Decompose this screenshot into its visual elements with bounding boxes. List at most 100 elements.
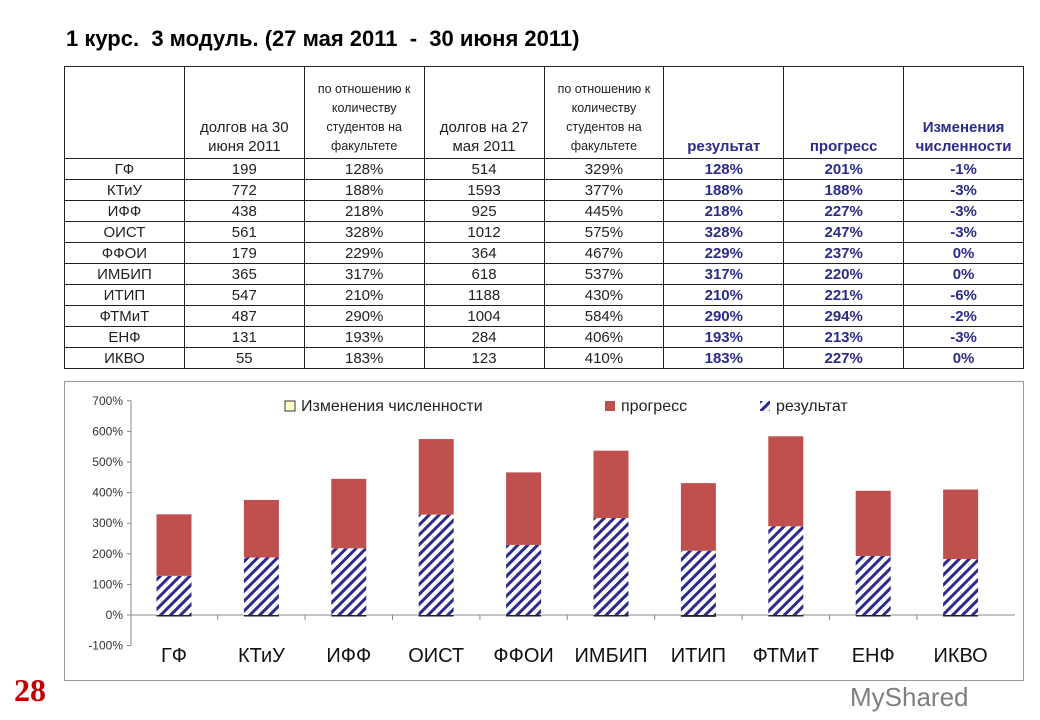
- value-cell: 131: [183, 326, 305, 348]
- value-cell: 0%: [903, 263, 1024, 285]
- x-tick-label: ФТМиТ: [753, 645, 819, 667]
- value-cell: 377%: [543, 179, 665, 201]
- y-tick-label: 0%: [106, 608, 124, 622]
- value-cell: -3%: [903, 326, 1024, 348]
- bar-change: [768, 615, 804, 617]
- table-row: ИТИП 547 210% 1188 430% 210% 221% -6%: [64, 284, 1024, 306]
- value-cell: 218%: [303, 200, 425, 222]
- bar-progress: [243, 499, 279, 558]
- value-cell: 128%: [663, 158, 785, 180]
- value-cell: 438: [183, 200, 305, 222]
- x-tick-label: ИФФ: [326, 645, 371, 667]
- table-body: ГФ 199 128% 514 329% 128% 201% -1% КТиУ 772 188% 15…: [64, 158, 1024, 369]
- value-cell: 220%: [783, 263, 905, 285]
- value-cell: 188%: [663, 179, 785, 201]
- value-cell: 210%: [303, 284, 425, 306]
- column-header: результат: [663, 66, 785, 159]
- value-cell: 227%: [783, 200, 905, 222]
- value-cell: 467%: [543, 242, 665, 264]
- table-row: ИФФ 438 218% 925 445% 218% 227% -3%: [64, 200, 1024, 222]
- legend-swatch: [284, 400, 296, 412]
- bar-result: [331, 548, 367, 615]
- value-cell: 575%: [543, 221, 665, 243]
- bar-result: [506, 544, 542, 615]
- bar-change: [506, 615, 542, 617]
- legend-label: Изменения численности: [301, 398, 483, 415]
- bar-change: [156, 615, 192, 617]
- x-tick-label: ИКВО: [933, 645, 987, 667]
- value-cell: 772: [183, 179, 305, 201]
- value-cell: 55: [183, 347, 305, 369]
- value-cell: 284: [423, 326, 545, 348]
- value-cell: 199: [183, 158, 305, 180]
- bar-progress: [680, 483, 716, 551]
- legend-swatch: [760, 401, 770, 411]
- legend-swatch: [605, 401, 615, 411]
- slide-number: 28: [14, 672, 46, 708]
- value-cell: 406%: [543, 326, 665, 348]
- legend-label: результат: [776, 398, 848, 415]
- bar-result: [156, 575, 192, 615]
- bar-change: [243, 615, 279, 617]
- bar-change: [418, 615, 454, 617]
- table-row: ФТМиТ 487 290% 1004 584% 290% 294% -2%: [64, 305, 1024, 327]
- faculty-cell: ГФ: [64, 158, 185, 180]
- bar-progress: [593, 450, 629, 518]
- value-cell: 328%: [663, 221, 785, 243]
- x-tick-label: ИМБИП: [575, 645, 648, 667]
- stacked-bar-chart: 700% 600% 500% 400% 300% 200% 100% 0% -100% ГФ КТи…: [64, 381, 1024, 681]
- value-cell: 221%: [783, 284, 905, 306]
- x-tick-label: ЕНФ: [852, 645, 895, 667]
- bar-progress: [331, 478, 367, 549]
- value-cell: 1593: [423, 179, 545, 201]
- data-table: долгов на 30 июня 2011 по отношению к кол…: [64, 66, 1024, 369]
- faculty-cell: ФТМиТ: [64, 305, 185, 327]
- value-cell: 561: [183, 221, 305, 243]
- value-cell: -3%: [903, 200, 1024, 222]
- table-row: ГФ 199 128% 514 329% 128% 201% -1%: [64, 158, 1024, 180]
- table-row: ИКВО 55 183% 123 410% 183% 227% 0%: [64, 347, 1024, 369]
- faculty-cell: ИМБИП: [64, 263, 185, 285]
- bar-progress: [418, 439, 454, 515]
- bar-result: [593, 517, 629, 615]
- faculty-cell: ИКВО: [64, 347, 185, 369]
- y-tick-label: 200%: [92, 547, 123, 561]
- value-cell: 188%: [783, 179, 905, 201]
- column-header: долгов на 30 июня 2011: [183, 66, 305, 159]
- bar-change: [855, 615, 891, 617]
- faculty-cell: КТиУ: [64, 179, 185, 201]
- value-cell: 364: [423, 242, 545, 264]
- value-cell: 128%: [303, 158, 425, 180]
- slide-title: 1 курс. 3 модуль. (27 мая 2011 - 30 июня…: [66, 26, 580, 51]
- value-cell: 201%: [783, 158, 905, 180]
- y-tick-label: 400%: [92, 486, 123, 500]
- x-tick-label: ОИСТ: [408, 645, 464, 667]
- x-tick-label: ГФ: [161, 645, 187, 667]
- x-tick-label: ФФОИ: [493, 645, 553, 667]
- faculty-cell: ФФОИ: [64, 242, 185, 264]
- value-cell: 1004: [423, 305, 545, 327]
- bar-change: [593, 615, 629, 617]
- bar-result: [243, 557, 279, 615]
- value-cell: 0%: [903, 242, 1024, 264]
- bar-result: [855, 555, 891, 615]
- column-header: прогресс: [783, 66, 905, 159]
- table-row: ИМБИП 365 317% 618 537% 317% 220% 0%: [64, 263, 1024, 285]
- y-tick-label: 600%: [92, 424, 123, 438]
- table-row: ОИСТ 561 328% 1012 575% 328% 247% -3%: [64, 221, 1024, 243]
- value-cell: 179: [183, 242, 305, 264]
- faculty-cell: ИТИП: [64, 284, 185, 306]
- legend-label: прогресс: [621, 398, 687, 415]
- value-cell: 227%: [783, 347, 905, 369]
- y-tick-label: -100%: [88, 639, 123, 653]
- value-cell: 193%: [663, 326, 785, 348]
- table-row: ЕНФ 131 193% 284 406% 193% 213% -3%: [64, 326, 1024, 348]
- bar-change: [680, 615, 716, 617]
- value-cell: 618: [423, 263, 545, 285]
- bar-progress: [768, 436, 804, 527]
- y-tick-label: 300%: [92, 516, 123, 530]
- value-cell: 365: [183, 263, 305, 285]
- value-cell: 1012: [423, 221, 545, 243]
- value-cell: 193%: [303, 326, 425, 348]
- value-cell: 229%: [663, 242, 785, 264]
